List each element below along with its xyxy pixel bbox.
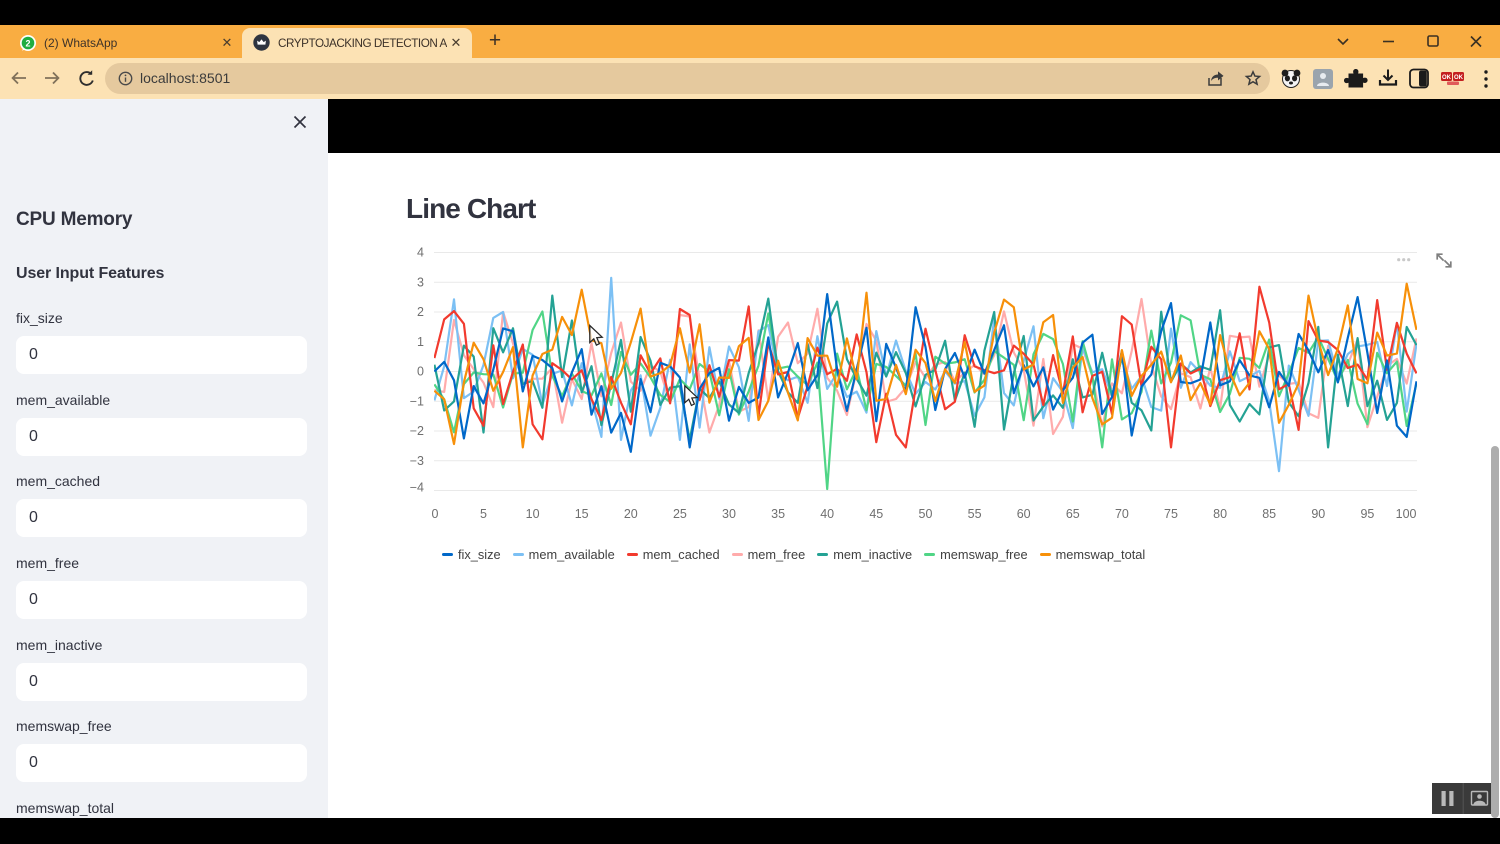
- svg-text:3: 3: [417, 275, 424, 289]
- svg-text:50: 50: [919, 507, 933, 521]
- svg-text:75: 75: [1164, 507, 1178, 521]
- svg-text:2: 2: [25, 38, 30, 48]
- svg-text:60: 60: [1017, 507, 1031, 521]
- svg-text:35: 35: [771, 507, 785, 521]
- svg-text:5: 5: [480, 507, 487, 521]
- svg-text:85: 85: [1262, 507, 1276, 521]
- svg-text:30: 30: [722, 507, 736, 521]
- svg-text:4: 4: [417, 246, 424, 260]
- svg-text:25: 25: [673, 507, 687, 521]
- svg-text:−1: −1: [410, 394, 424, 408]
- svg-text:70: 70: [1115, 507, 1129, 521]
- svg-text:95: 95: [1360, 507, 1374, 521]
- svg-text:−2: −2: [410, 424, 424, 438]
- svg-text:−4: −4: [410, 481, 424, 495]
- svg-text:65: 65: [1066, 507, 1080, 521]
- svg-text:−3: −3: [410, 454, 424, 468]
- svg-text:15: 15: [575, 507, 589, 521]
- svg-text:OK: OK: [1442, 75, 1452, 81]
- svg-text:1: 1: [417, 335, 424, 349]
- svg-text:80: 80: [1213, 507, 1227, 521]
- svg-text:0: 0: [432, 507, 439, 521]
- svg-text:90: 90: [1311, 507, 1325, 521]
- svg-text:100: 100: [1396, 507, 1417, 521]
- svg-text:20: 20: [624, 507, 638, 521]
- svg-text:OK: OK: [1454, 75, 1464, 81]
- svg-text:55: 55: [968, 507, 982, 521]
- svg-text:10: 10: [526, 507, 540, 521]
- svg-text:0: 0: [417, 365, 424, 379]
- svg-text:45: 45: [869, 507, 883, 521]
- svg-text:40: 40: [820, 507, 834, 521]
- svg-text:2: 2: [417, 305, 424, 319]
